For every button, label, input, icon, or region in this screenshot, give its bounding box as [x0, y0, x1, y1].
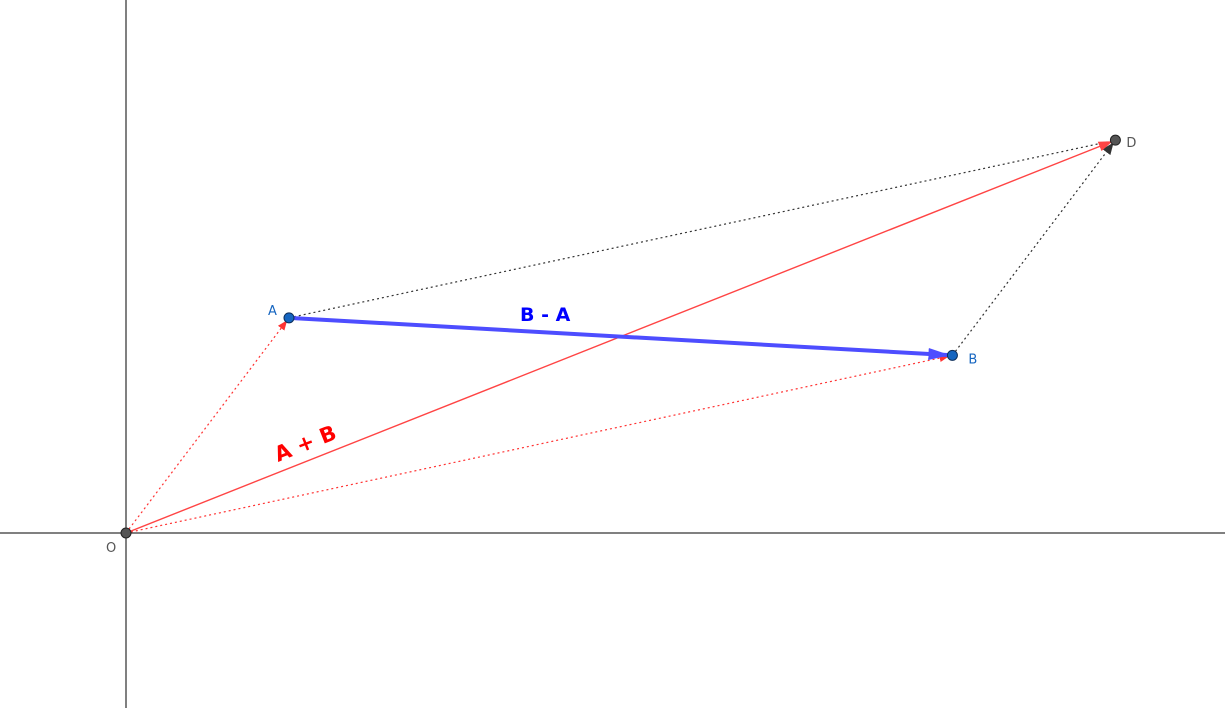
difference-vector-b-minus-a[interactable] — [288, 315, 951, 360]
point-b-label: B — [968, 352, 977, 367]
point-b[interactable] — [946, 349, 958, 361]
dotted-vector-b-to-d — [951, 142, 1114, 356]
point-o-label: O — [106, 541, 116, 556]
point-d-label: D — [1126, 136, 1136, 151]
point-o[interactable] — [120, 527, 132, 539]
difference-vector-label: B - A — [520, 304, 571, 326]
sum-vector-label: A + B — [271, 421, 340, 467]
dotted-vector-o-to-a — [125, 320, 288, 534]
point-d[interactable] — [1109, 134, 1121, 146]
point-a[interactable] — [283, 312, 295, 324]
dotted-segment-a-to-d — [288, 139, 1116, 319]
dotted-vector-o-to-b — [125, 354, 950, 534]
point-a-label: A — [268, 304, 277, 319]
